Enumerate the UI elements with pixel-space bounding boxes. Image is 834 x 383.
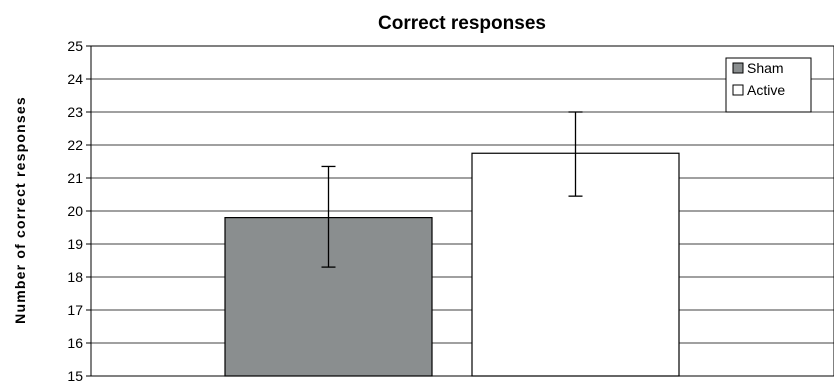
legend-label-sham: Sham [747,60,784,76]
y-tick-label: 22 [67,137,83,153]
y-axis-label: Number of correct responses [12,96,28,324]
y-tick-label: 24 [67,71,83,87]
legend-swatch-sham [732,62,744,74]
y-tick-label: 20 [67,203,83,219]
y-axis-ticks: 15 16 17 18 19 20 21 22 23 24 25 [67,38,91,383]
y-tick-label: 16 [67,335,83,351]
y-tick-label: 19 [67,236,83,252]
error-bar-sham [321,165,336,268]
y-tick-label: 25 [67,38,83,54]
legend: Sham Active [725,57,812,113]
error-bars [321,111,583,268]
y-tick-label: 23 [67,104,83,120]
legend-swatch-active [732,84,744,96]
y-tick-label: 17 [67,302,83,318]
bars [224,152,680,377]
y-tick-label: 18 [67,269,83,285]
y-tick-label: 15 [67,368,83,383]
gridlines [91,78,834,344]
legend-label-active: Active [747,82,785,98]
chart-title: Correct responses [378,13,546,34]
plot-area-frame [90,45,834,377]
y-tick-label: 21 [67,170,83,186]
error-bar-active [568,111,583,197]
